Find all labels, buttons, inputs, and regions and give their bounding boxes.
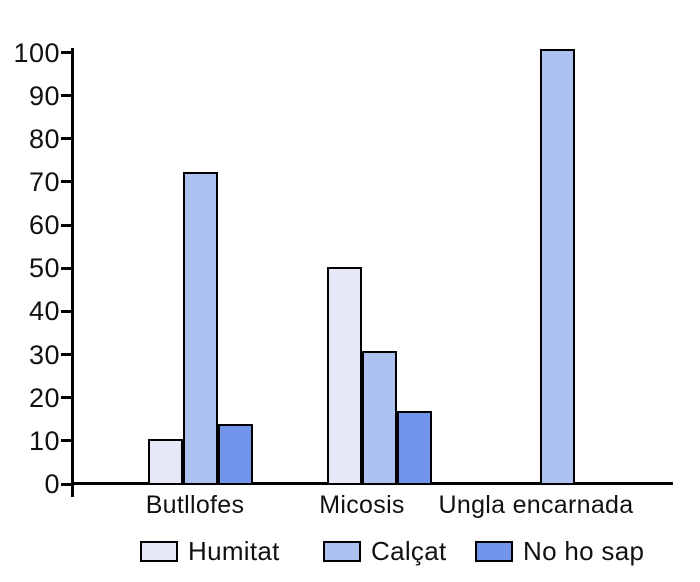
y-tick-label: 20 bbox=[28, 382, 60, 413]
y-tick-mark bbox=[61, 51, 72, 54]
y-tick-label: 30 bbox=[28, 339, 60, 370]
y-tick-label: 0 bbox=[44, 469, 60, 499]
y-tick-label: 100 bbox=[13, 37, 60, 68]
bar-butllofes-calçat bbox=[182, 172, 218, 485]
legend-item-humitat: Humitat bbox=[140, 537, 280, 565]
bar-micosis-calçat bbox=[361, 351, 397, 485]
legend-item-calcat: Calçat bbox=[323, 537, 447, 565]
y-tick-mark bbox=[61, 439, 72, 443]
x-axis-label: Ungla encarnada bbox=[438, 491, 634, 519]
y-tick-mark bbox=[61, 353, 72, 357]
legend-label-calcat: Calçat bbox=[371, 536, 447, 566]
no-ho-sap-swatch-icon bbox=[475, 540, 513, 562]
humitat-swatch-icon bbox=[140, 540, 178, 562]
y-tick-mark bbox=[61, 482, 72, 486]
bar-micosis-no-ho-sap bbox=[396, 411, 432, 485]
y-tick-mark bbox=[61, 266, 72, 270]
y-tick-label: 60 bbox=[28, 210, 60, 241]
legend-label-humitat: Humitat bbox=[188, 536, 280, 566]
legend-item-no-ho-sap: No ho sap bbox=[475, 537, 644, 565]
y-tick-mark bbox=[61, 94, 72, 98]
legend-label-no-ho-sap: No ho sap bbox=[523, 536, 645, 566]
y-tick-label: 70 bbox=[28, 166, 60, 197]
calcat-swatch-icon bbox=[323, 540, 361, 562]
y-tick-mark bbox=[61, 180, 72, 184]
x-axis-label: Butllofes bbox=[145, 491, 245, 519]
y-tick-mark bbox=[61, 137, 72, 141]
y-tick-mark bbox=[61, 396, 72, 400]
bar-micosis-humitat bbox=[326, 267, 362, 485]
x-axis-label: Micosis bbox=[319, 491, 405, 519]
bar-butllofes-no-ho-sap bbox=[217, 424, 253, 485]
y-tick-mark bbox=[61, 223, 72, 227]
y-tick-label: 90 bbox=[28, 80, 60, 111]
y-tick-label: 80 bbox=[28, 123, 60, 154]
y-tick-label: 10 bbox=[28, 425, 60, 456]
y-tick-mark bbox=[61, 309, 72, 313]
bar-butllofes-humitat bbox=[147, 439, 183, 485]
y-tick-label: 40 bbox=[28, 296, 60, 327]
y-tick-label: 50 bbox=[28, 253, 60, 284]
bar-ungla-encarnada-calçat bbox=[539, 49, 575, 485]
y-axis-line bbox=[71, 48, 74, 497]
